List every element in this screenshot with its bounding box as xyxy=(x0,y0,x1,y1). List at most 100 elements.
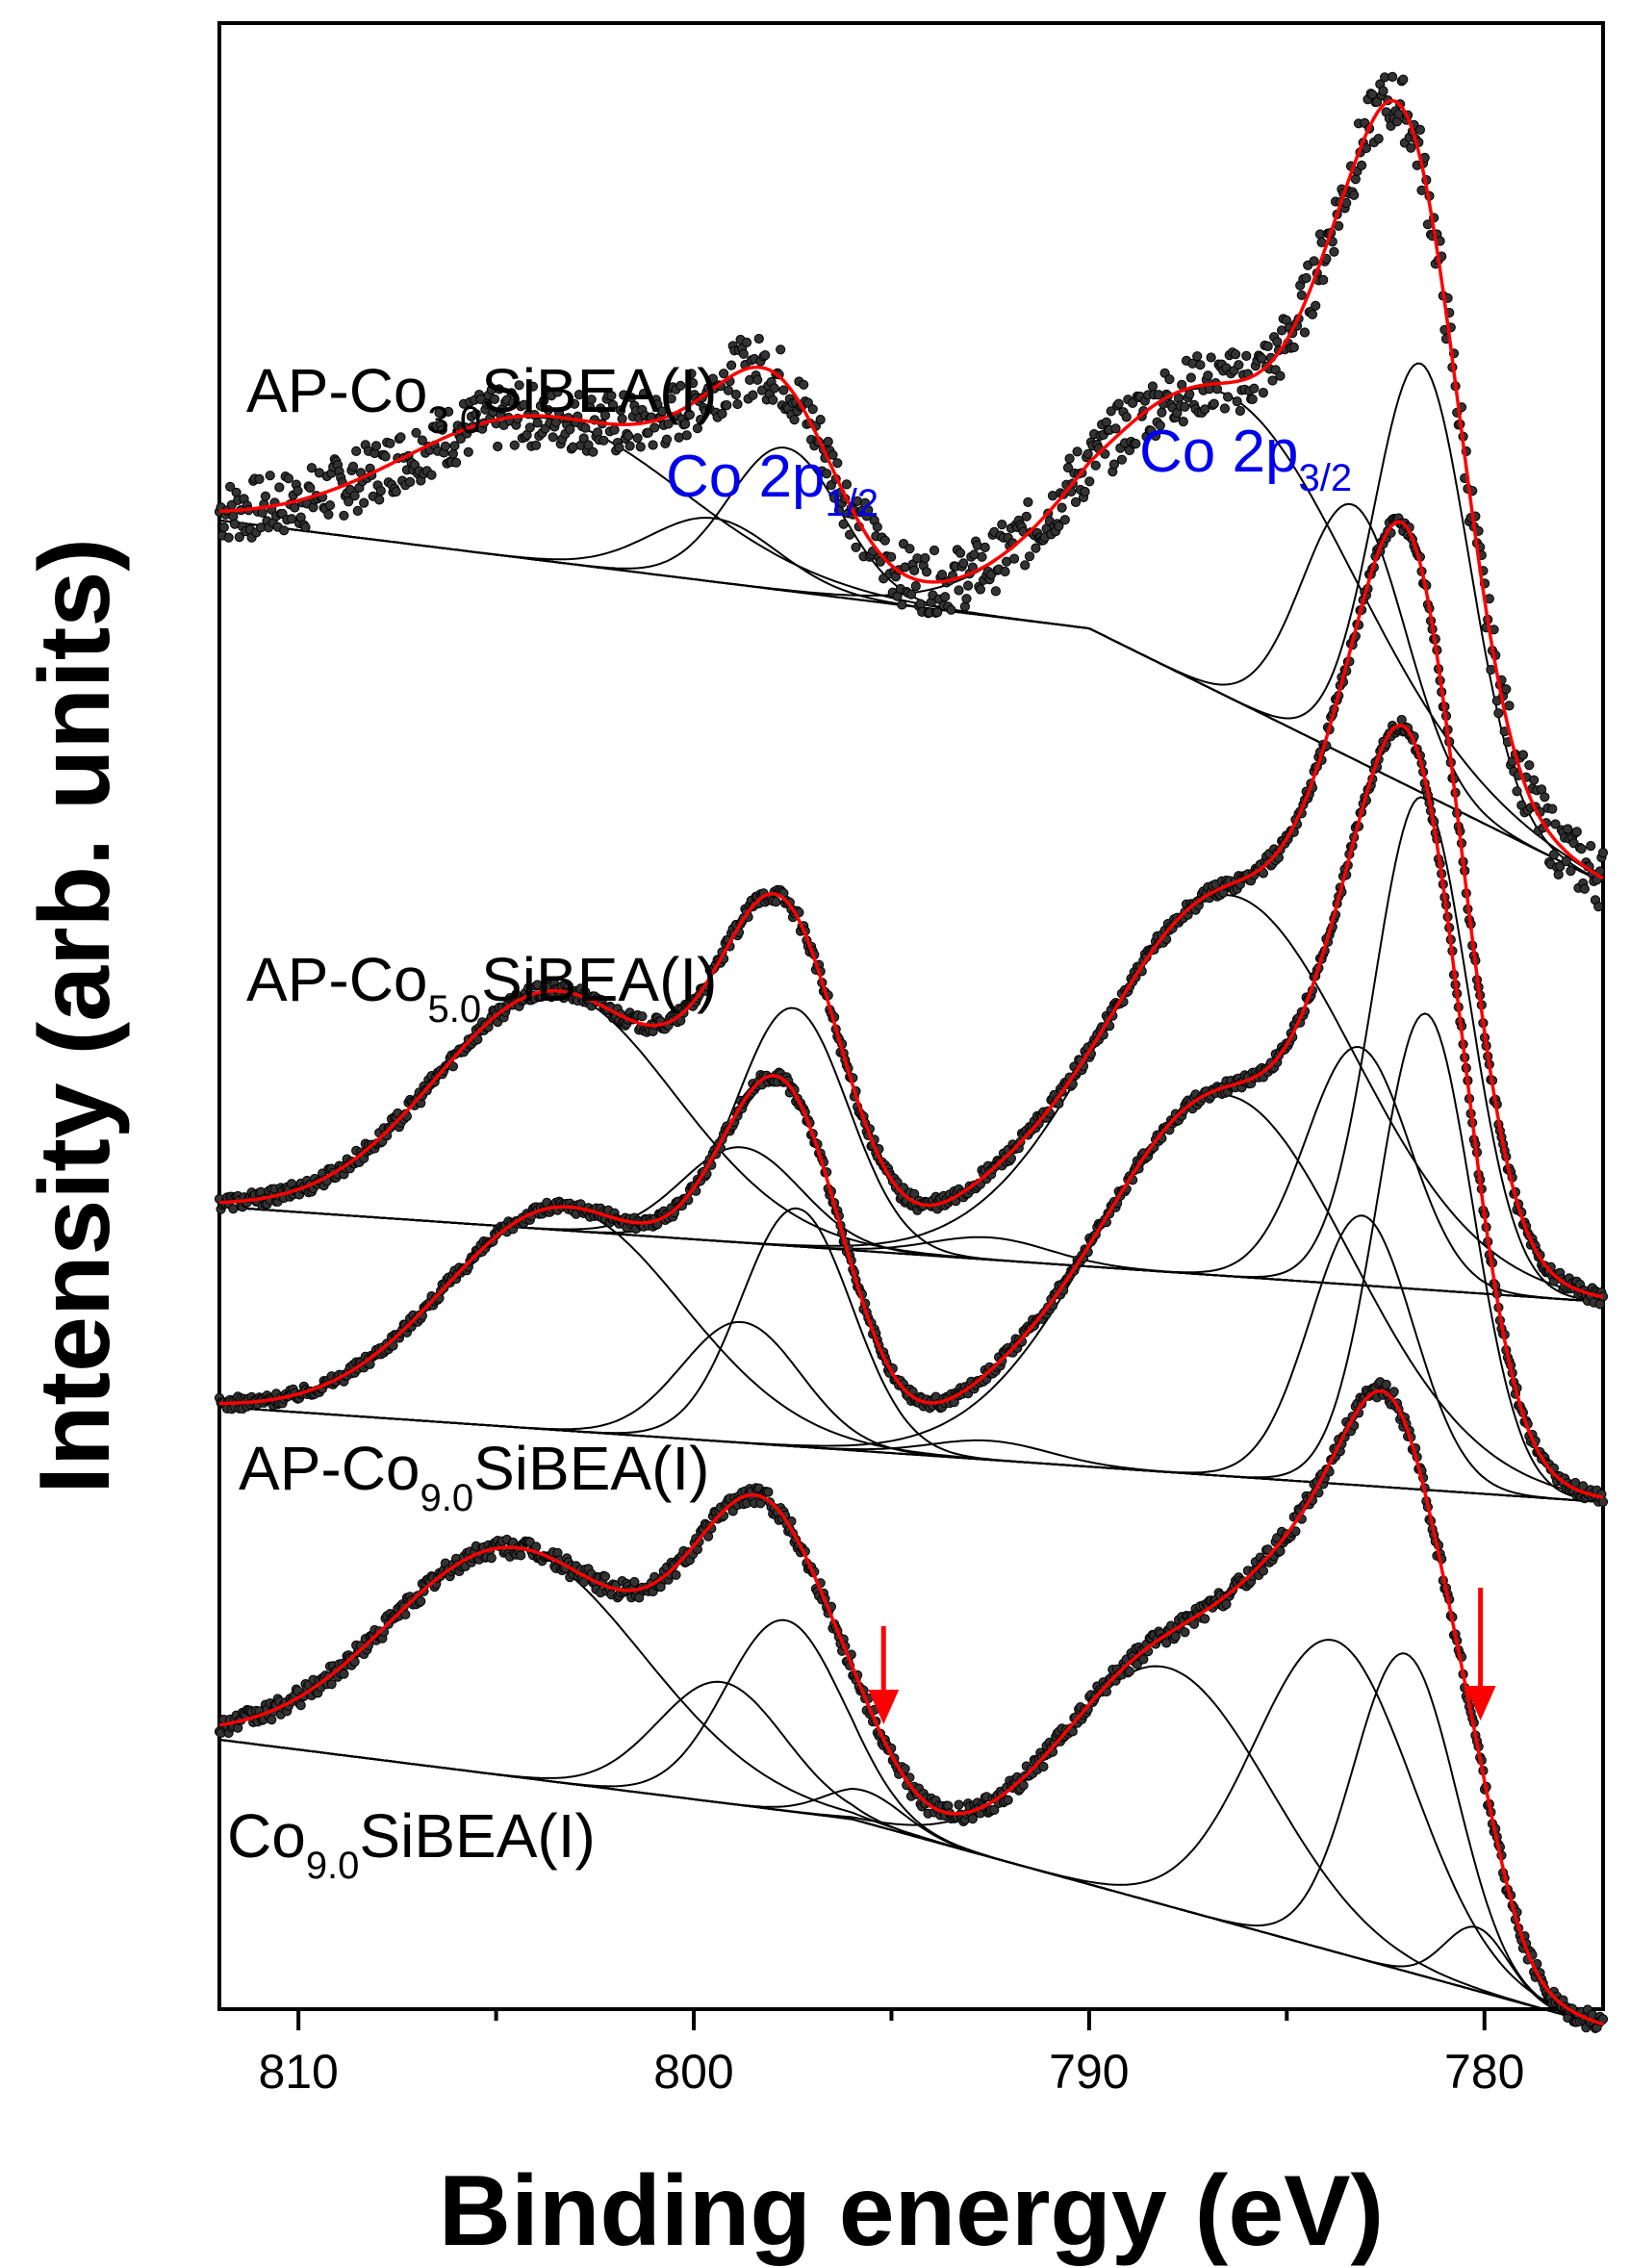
data-point xyxy=(509,440,520,450)
series-AP-Co5.0SiBEA(I): AP-Co5.0SiBEA(I) xyxy=(214,513,1609,1310)
data-point xyxy=(254,473,265,484)
component-peak-6 xyxy=(218,362,1604,883)
data-points xyxy=(214,714,1609,1507)
data-point xyxy=(875,556,886,567)
data-point xyxy=(726,360,737,370)
data-point xyxy=(958,558,969,569)
data-point xyxy=(921,567,932,577)
data-point xyxy=(1563,824,1573,834)
data-point xyxy=(1234,360,1244,370)
data-point xyxy=(578,433,589,444)
data-point xyxy=(663,419,674,429)
data-point xyxy=(405,476,416,487)
data-point xyxy=(719,369,729,379)
sample-label-subscript: 5.0 xyxy=(428,988,482,1031)
data-point xyxy=(822,469,832,479)
data-point xyxy=(283,473,293,484)
data-point xyxy=(1275,370,1286,381)
data-point xyxy=(905,589,917,599)
data-point xyxy=(1257,353,1267,364)
data-point xyxy=(717,408,727,420)
data-points xyxy=(214,513,1609,1310)
data-point xyxy=(609,424,620,435)
background-line xyxy=(218,1739,1604,2026)
data-point xyxy=(599,410,611,420)
data-point xyxy=(789,415,800,425)
data-point xyxy=(306,463,317,473)
data-point xyxy=(565,424,575,435)
data-point xyxy=(349,491,360,501)
data-point xyxy=(1393,109,1404,119)
data-point xyxy=(1504,701,1515,711)
data-point xyxy=(1398,74,1409,85)
data-point xyxy=(997,520,1007,530)
x-tick-label: 800 xyxy=(653,2045,733,2099)
data-point xyxy=(440,441,450,451)
data-point xyxy=(886,551,897,562)
series-Co9.0SiBEA(I): Co9.0SiBEA(I) xyxy=(214,1377,1609,2033)
data-point xyxy=(1373,134,1384,144)
data-point xyxy=(1128,397,1138,408)
peak-label-main: Co 2p xyxy=(1139,419,1298,485)
component-peak-7 xyxy=(218,796,1604,1303)
data-point xyxy=(1372,96,1383,108)
x-tick-label: 790 xyxy=(1049,2045,1129,2099)
y-axis-title: Intensity (arb. units) xyxy=(19,538,131,1494)
data-point xyxy=(524,422,535,433)
data-point xyxy=(1059,515,1070,525)
data-point xyxy=(449,441,460,451)
data-point xyxy=(596,403,606,414)
data-point xyxy=(531,440,542,450)
sample-label-rest: SiBEA(I) xyxy=(359,1801,595,1871)
sample-label-subscript: 9.0 xyxy=(420,1477,474,1519)
data-point xyxy=(851,542,861,552)
data-point xyxy=(1000,566,1010,577)
fit-envelope xyxy=(218,98,1604,880)
data-point xyxy=(1180,401,1190,412)
component-peak-1 xyxy=(218,416,1604,883)
data-point xyxy=(1020,560,1031,571)
data-point xyxy=(1054,521,1064,531)
data-point xyxy=(940,592,951,602)
data-point xyxy=(753,333,764,344)
data-point xyxy=(1272,337,1283,347)
peak-label: Co 2p3/2 xyxy=(1139,419,1352,499)
data-point xyxy=(1057,502,1067,513)
data-point xyxy=(1555,861,1566,872)
data-point xyxy=(588,446,599,457)
data-point xyxy=(832,458,843,469)
data-point xyxy=(506,388,517,398)
data-point xyxy=(352,505,363,517)
data-point xyxy=(447,1061,458,1072)
data-point xyxy=(657,406,668,417)
component-peak-6 xyxy=(218,1214,1604,1503)
sample-label: AP-Co9.0SiBEA(I) xyxy=(239,1434,709,1519)
data-point xyxy=(1566,866,1576,877)
data-point xyxy=(599,1571,611,1582)
data-point xyxy=(583,440,594,450)
series-layer: AP-Co3.0SiBEA(I)AP-Co5.0SiBEA(I)AP-Co9.0… xyxy=(214,71,1609,2033)
data-point xyxy=(426,470,437,480)
sample-label-rest: SiBEA(I) xyxy=(473,1434,709,1503)
data-point xyxy=(1231,349,1241,360)
data-point xyxy=(680,419,691,429)
data-point xyxy=(347,461,359,471)
data-point xyxy=(629,1576,640,1588)
x-axis-title: Binding energy (eV) xyxy=(439,2155,1384,2267)
data-point xyxy=(290,502,300,513)
data-point xyxy=(324,500,336,511)
data-point xyxy=(666,394,676,404)
data-point xyxy=(1318,274,1329,285)
data-point xyxy=(1157,407,1167,418)
data-point xyxy=(776,344,786,355)
peak-label-subscript: 1/2 xyxy=(825,482,879,524)
data-point xyxy=(570,398,580,409)
fit-envelope xyxy=(218,520,1604,1299)
data-point xyxy=(623,430,634,441)
data-point xyxy=(955,548,966,558)
data-point xyxy=(1309,256,1319,267)
data-point xyxy=(1597,1496,1609,1507)
data-point xyxy=(980,542,990,553)
data-point xyxy=(444,406,454,417)
data-point xyxy=(1350,174,1361,185)
